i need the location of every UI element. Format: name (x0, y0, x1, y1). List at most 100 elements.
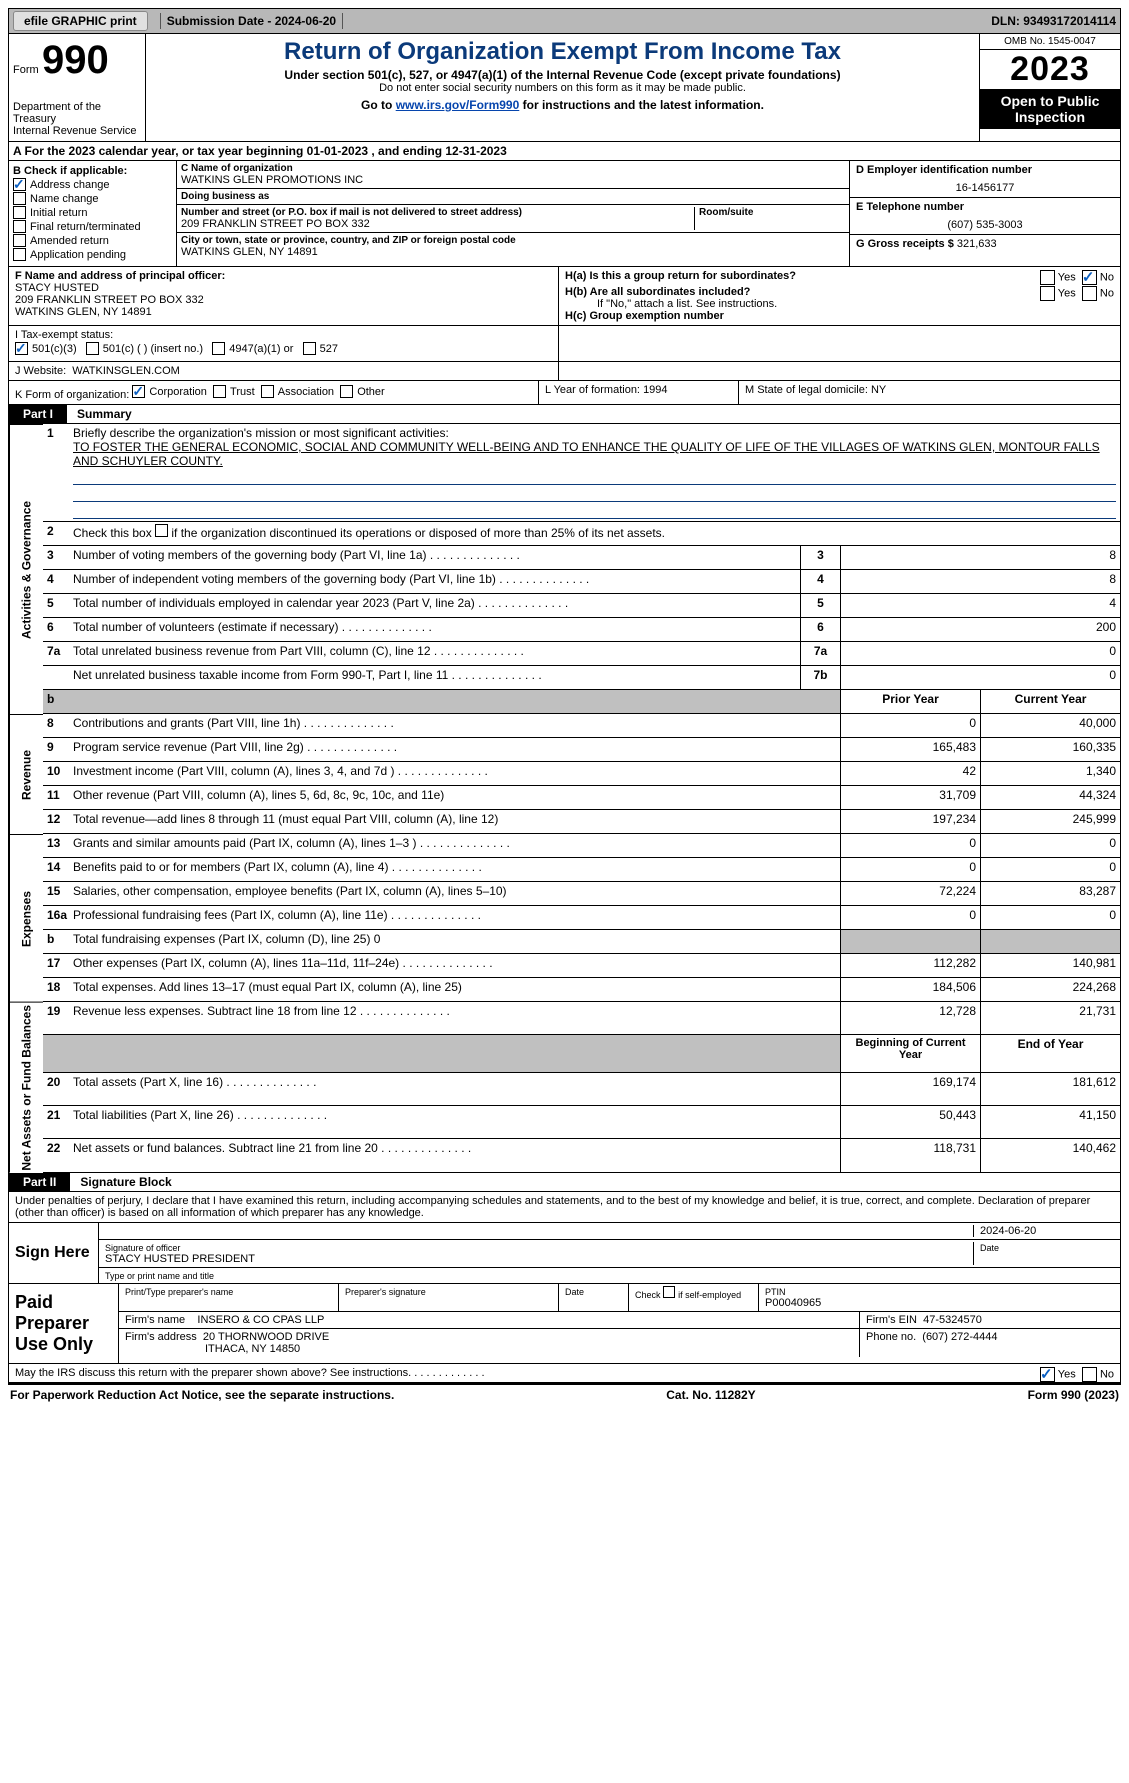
col-f: F Name and address of principal officer:… (9, 267, 559, 325)
checkbox-icon[interactable] (86, 342, 99, 355)
vlabel-activities: Activities & Governance (9, 424, 43, 714)
vlabel-netassets: Net Assets or Fund Balances (9, 1002, 43, 1173)
chk-label: Other (357, 386, 385, 398)
checkbox-icon[interactable] (663, 1286, 675, 1298)
checkbox-icon (13, 206, 26, 219)
form-header: Form 990 Department of the Treasury Inte… (8, 34, 1121, 142)
checkbox-icon[interactable] (1040, 286, 1055, 301)
topbar: efile GRAPHIC print Submission Date - 20… (8, 8, 1121, 34)
line-desc: Other expenses (Part IX, column (A), lin… (69, 954, 840, 978)
line-no: b (43, 930, 69, 954)
checkbox-icon[interactable] (1040, 270, 1055, 285)
officer-name: STACY HUSTED (15, 282, 552, 294)
checkbox-icon[interactable] (1082, 270, 1097, 285)
line-value: 0 (840, 666, 1120, 690)
current-value: 41,150 (980, 1106, 1120, 1139)
line-no: 16a (43, 906, 69, 930)
chk-label: 527 (320, 343, 338, 355)
checkbox-icon[interactable] (132, 385, 145, 398)
footer-right: Form 990 (2023) (1028, 1388, 1119, 1402)
firm-name-label: Firm's name (125, 1314, 185, 1326)
chk-initial-return[interactable]: Initial return (13, 206, 172, 219)
efile-button[interactable]: efile GRAPHIC print (13, 11, 148, 31)
checkbox-icon[interactable] (213, 385, 226, 398)
current-value: 40,000 (980, 714, 1120, 738)
line-no: 19 (43, 1002, 69, 1035)
line-no: 10 (43, 762, 69, 786)
city-label: City or town, state or province, country… (181, 235, 845, 246)
line-desc: Contributions and grants (Part VIII, lin… (69, 714, 840, 738)
goto-suffix: for instructions and the latest informat… (523, 98, 764, 112)
prep-phone-label: Phone no. (866, 1331, 916, 1343)
chk-amended-return[interactable]: Amended return (13, 234, 172, 247)
chk-label: Final return/terminated (30, 221, 141, 233)
checkbox-icon (13, 178, 26, 191)
line-box: 7a (800, 642, 840, 666)
street-value: 209 FRANKLIN STREET PO BOX 332 (181, 218, 690, 230)
date-label: Date (980, 1242, 1114, 1253)
firm-addr1: 20 THORNWOOD DRIVE (203, 1331, 329, 1343)
chk-label: Trust (230, 386, 255, 398)
checkbox-icon[interactable] (212, 342, 225, 355)
no-label: No (1100, 1368, 1114, 1380)
prior-value: 0 (840, 858, 980, 882)
ha-label: H(a) Is this a group return for subordin… (565, 270, 796, 282)
prior-value: 112,282 (840, 954, 980, 978)
chk-name-change[interactable]: Name change (13, 192, 172, 205)
line-box: 4 (800, 570, 840, 594)
ptin-label: PTIN (765, 1286, 1114, 1297)
prep-phone: (607) 272-4444 (922, 1331, 997, 1343)
line-no: 1 (43, 424, 69, 522)
part-2-header: Part II Signature Block (8, 1173, 1121, 1192)
hc-label: H(c) Group exemption number (565, 310, 724, 322)
chk-label: 4947(a)(1) or (229, 343, 293, 355)
line-desc: Total unrelated business revenue from Pa… (69, 642, 800, 666)
line-no: 12 (43, 810, 69, 834)
chk-label: Corporation (149, 386, 206, 398)
checkbox-icon[interactable] (340, 385, 353, 398)
line-desc: Number of independent voting members of … (69, 570, 800, 594)
part-title: Summary (67, 405, 142, 423)
phone-label: E Telephone number (856, 201, 1114, 213)
current-value: 1,340 (980, 762, 1120, 786)
chk-final-return[interactable]: Final return/terminated (13, 220, 172, 233)
row-klm: K Form of organization: Corporation Trus… (8, 381, 1121, 405)
paid-preparer-block: Paid Preparer Use Only Print/Type prepar… (9, 1283, 1120, 1363)
checkbox-icon[interactable] (261, 385, 274, 398)
line-no: b (43, 690, 69, 714)
irs-discuss-text: May the IRS discuss this return with the… (15, 1367, 411, 1379)
state-domicile-value: NY (871, 384, 886, 396)
line-value: 0 (840, 642, 1120, 666)
goto-link[interactable]: www.irs.gov/Form990 (396, 98, 520, 112)
checkbox-icon[interactable] (155, 524, 168, 537)
line-no (43, 666, 69, 690)
form-number: 990 (42, 38, 109, 82)
current-value: 245,999 (980, 810, 1120, 834)
org-name: WATKINS GLEN PROMOTIONS INC (181, 174, 845, 186)
line-no: 13 (43, 834, 69, 858)
chk-address-change[interactable]: Address change (13, 178, 172, 191)
checkbox-icon[interactable] (15, 342, 28, 355)
mission-line (73, 485, 1116, 502)
chk-label: Association (278, 386, 334, 398)
checkbox-icon[interactable] (1040, 1367, 1055, 1382)
prior-value: 42 (840, 762, 980, 786)
chk-application-pending[interactable]: Application pending (13, 248, 172, 261)
line-desc: Other revenue (Part VIII, column (A), li… (69, 786, 840, 810)
firm-ein: 47-5324570 (923, 1314, 982, 1326)
line-no: 8 (43, 714, 69, 738)
checkbox-icon[interactable] (303, 342, 316, 355)
chk-label: Address change (30, 179, 110, 191)
line-no: 20 (43, 1073, 69, 1106)
prior-value: 0 (840, 906, 980, 930)
checkbox-icon[interactable] (1082, 1367, 1097, 1382)
hb-label: H(b) Are all subordinates included? (565, 286, 750, 298)
line-no: 3 (43, 546, 69, 570)
line-no: 18 (43, 978, 69, 1002)
col-h: H(a) Is this a group return for subordin… (559, 267, 1120, 325)
type-label: Type or print name and title (105, 1270, 1114, 1281)
line-no: 6 (43, 618, 69, 642)
current-value: 44,324 (980, 786, 1120, 810)
checkbox-icon[interactable] (1082, 286, 1097, 301)
firm-ein-label: Firm's EIN (866, 1314, 917, 1326)
